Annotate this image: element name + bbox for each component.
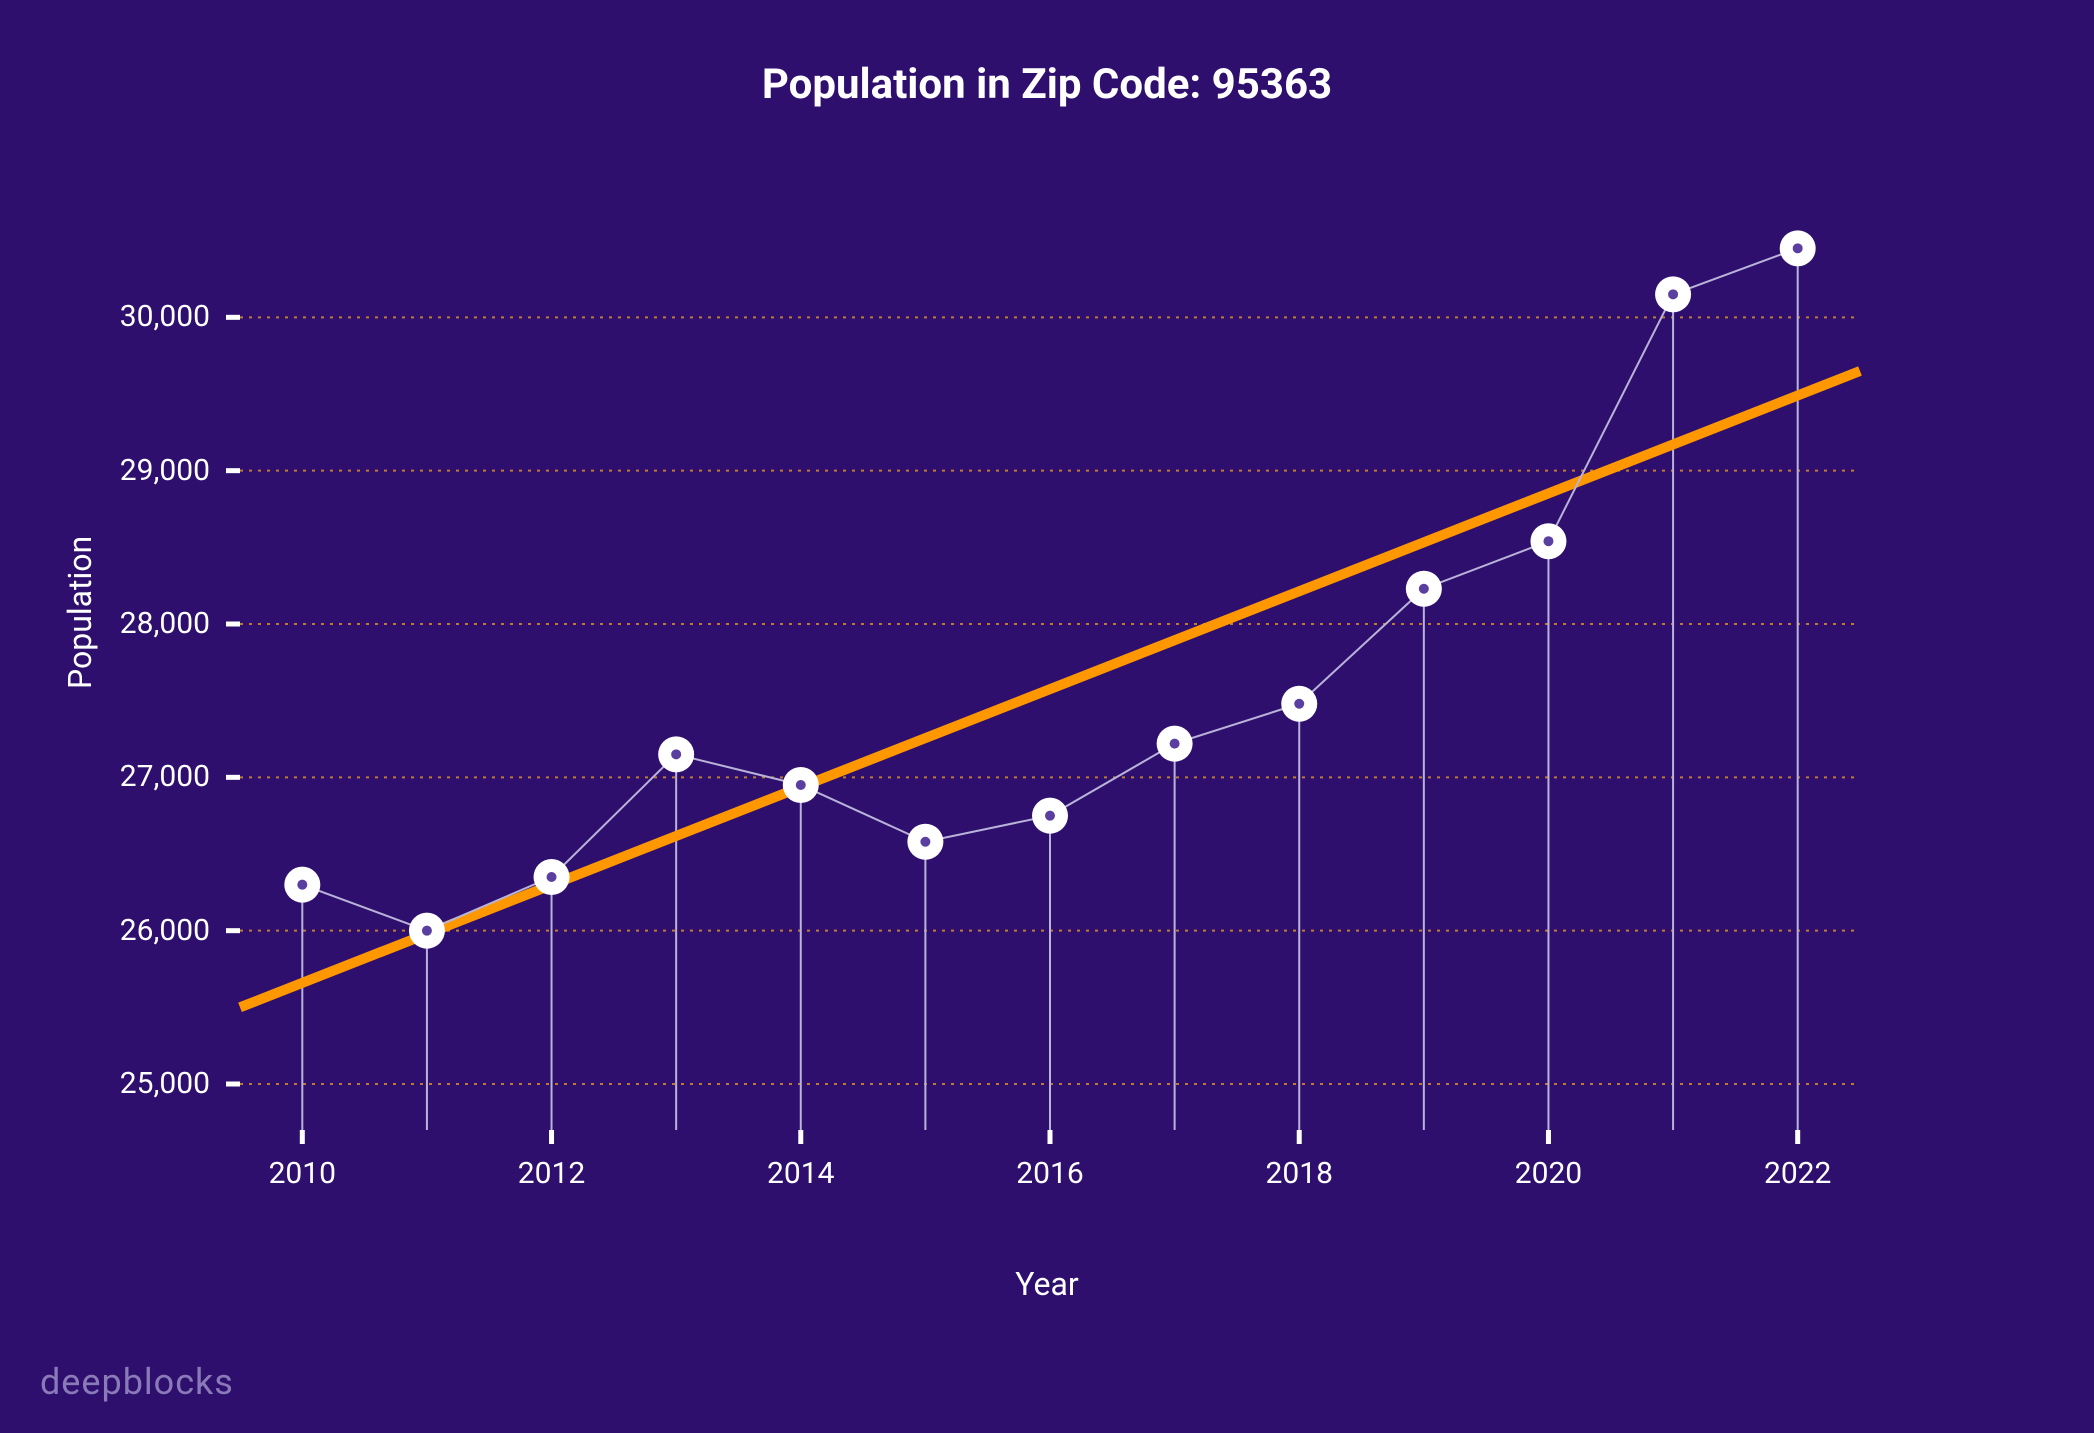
x-axis-label: Year xyxy=(1015,1265,1078,1303)
x-tick-label: 2018 xyxy=(1249,1156,1349,1191)
x-tick-label: 2014 xyxy=(751,1156,851,1191)
y-tick-label: 27,000 xyxy=(80,759,210,794)
x-tick-label: 2022 xyxy=(1748,1156,1848,1191)
data-marker-inner xyxy=(1668,289,1678,299)
chart-title: Population in Zip Code: 95363 xyxy=(762,60,1332,109)
y-tick-label: 25,000 xyxy=(80,1066,210,1101)
data-marker-inner xyxy=(1419,584,1429,594)
data-marker-inner xyxy=(1045,811,1055,821)
y-tick-label: 26,000 xyxy=(80,913,210,948)
x-tick-label: 2010 xyxy=(252,1156,352,1191)
data-marker-inner xyxy=(671,749,681,759)
chart-container: Population in Zip Code: 95363 Population… xyxy=(0,0,2094,1433)
data-marker-inner xyxy=(1543,536,1553,546)
plot-area xyxy=(240,210,1860,1130)
watermark: deepblocks xyxy=(40,1361,234,1403)
data-marker-inner xyxy=(547,872,557,882)
data-marker-inner xyxy=(1294,699,1304,709)
data-marker-inner xyxy=(1170,739,1180,749)
y-tick-label: 30,000 xyxy=(80,299,210,334)
y-tick-label: 28,000 xyxy=(80,606,210,641)
x-tick-label: 2016 xyxy=(1000,1156,1100,1191)
y-tick-label: 29,000 xyxy=(80,453,210,488)
data-marker-inner xyxy=(920,837,930,847)
data-marker-inner xyxy=(297,880,307,890)
x-tick-label: 2020 xyxy=(1498,1156,1598,1191)
data-marker-inner xyxy=(422,926,432,936)
data-marker-inner xyxy=(1793,243,1803,253)
data-marker-inner xyxy=(796,780,806,790)
x-tick-label: 2012 xyxy=(502,1156,602,1191)
plot-svg xyxy=(240,210,1860,1130)
